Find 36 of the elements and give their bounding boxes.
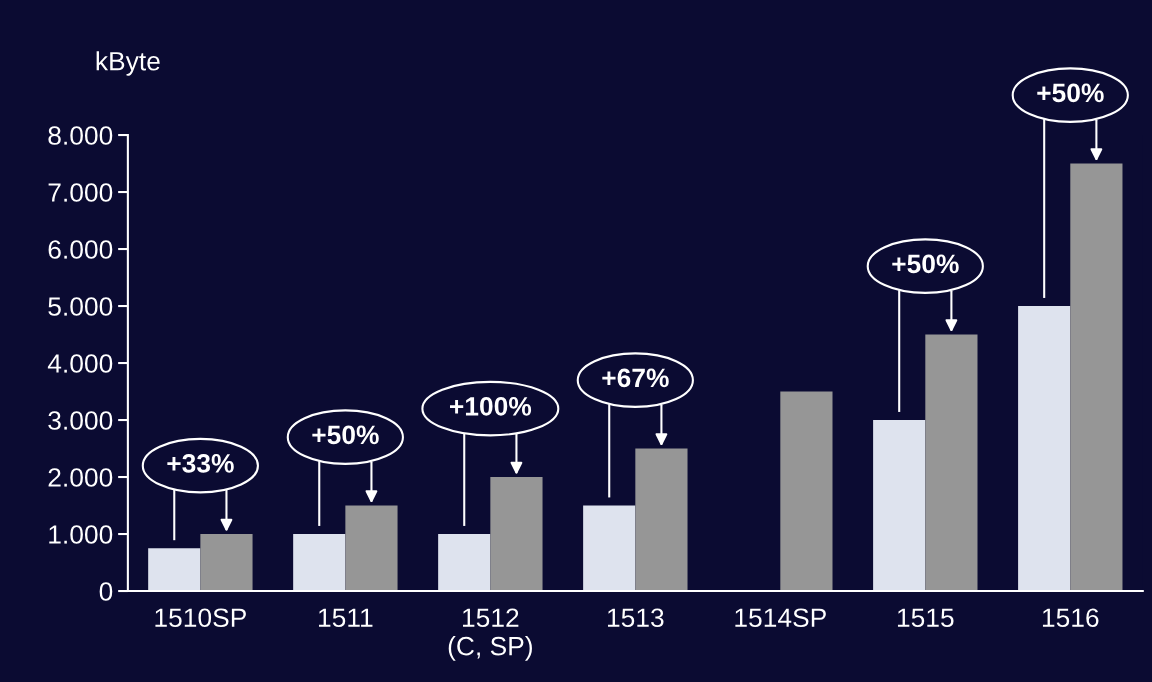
annotation: +33% (167, 454, 234, 473)
annotation: +100% (450, 397, 532, 416)
y-tick-label: 4.000 (47, 354, 113, 373)
x-tick-label: 1515 (897, 608, 954, 628)
annotation: +50% (312, 425, 379, 445)
bar (200, 534, 253, 592)
bar (148, 548, 201, 592)
bar (583, 505, 636, 592)
bar (490, 477, 543, 592)
bar (635, 448, 688, 592)
bar (873, 420, 926, 592)
y-axis-title: kByte (96, 51, 160, 76)
y-tick-label: 0 (99, 582, 113, 601)
y-tick-label: 6.000 (48, 240, 113, 259)
x-tick-label: 1512 (C, SP) (448, 608, 532, 661)
annotation: +50% (1037, 83, 1104, 103)
x-tick-label: 1513 (607, 608, 664, 628)
bar (293, 534, 346, 592)
bar (925, 334, 978, 592)
y-tick-label: 2.000 (48, 468, 113, 487)
annotation: +50% (892, 254, 959, 274)
y-tick-label: 5.000 (48, 297, 113, 316)
y-tick-label: 7.000 (48, 183, 113, 202)
x-tick-label: 1510SP (155, 608, 246, 628)
x-tick-label: 1516 (1042, 608, 1099, 628)
y-tick-label: 8.000 (48, 126, 113, 145)
x-tick-label: 1514SP (735, 608, 826, 628)
bar (780, 391, 833, 592)
bar (438, 534, 491, 592)
y-tick-label: 3.000 (48, 411, 113, 430)
bar (345, 505, 398, 592)
x-tick-label: 1511 (318, 608, 373, 628)
y-tick-label: 1.000 (49, 525, 113, 544)
annotation: +67% (602, 368, 669, 388)
bar (1018, 306, 1071, 592)
bar (1070, 163, 1123, 592)
